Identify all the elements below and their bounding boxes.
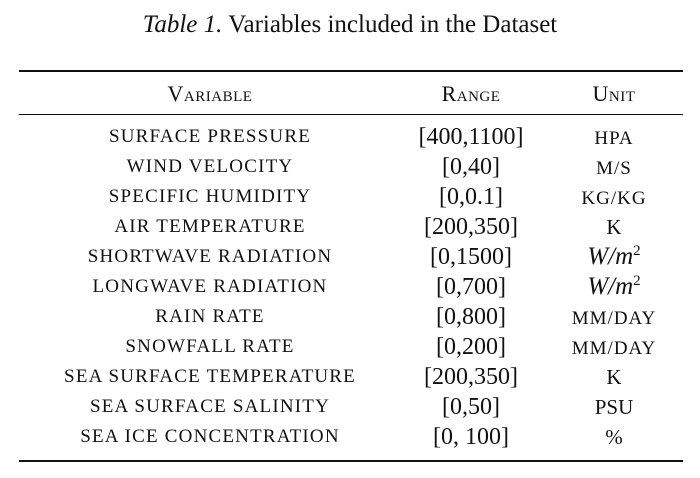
table-caption: Table 1. Variables included in the Datas… [0,10,700,40]
unit-cell: MM/DAY [556,302,672,334]
variable-cell: SPECIFIC HUMIDITY [108,186,312,207]
variable-cell: SHORTWAVE RADIATION [87,246,333,267]
column-header-unit: Unit [592,81,636,106]
range-cell: [0, 100] [433,424,509,450]
table-caption-text: Variables included in the Dataset [228,11,558,38]
unit-cell: W/m2 [556,272,672,302]
unit-exponent: 2 [633,273,641,289]
range-cell: [0,200] [436,334,506,360]
range-cell: [0,40] [442,154,500,180]
unit-text: MM/DAY [571,338,657,359]
unit-text: % [605,425,623,449]
variable-cell: SURFACE PRESSURE [108,126,312,147]
table-row: RAIN RATE [0,800] MM/DAY [0,302,700,332]
table-header-rule [19,114,683,115]
table-bottom-rule [19,460,683,462]
variable-cell: SEA ICE CONCENTRATION [80,426,340,447]
variable-cell: AIR TEMPERATURE [114,216,306,237]
variable-cell: LONGWAVE RADIATION [92,276,328,297]
unit-cell: K [556,362,672,392]
table-row: SPECIFIC HUMIDITY [0,0.1] KG/KG [0,182,700,212]
unit-cell: MM/DAY [556,332,672,364]
variable-cell: SEA SURFACE SALINITY [89,396,331,417]
unit-cell: HPA [556,122,672,154]
range-cell: [200,350] [424,214,518,240]
unit-cell: W/m2 [556,242,672,272]
unit-text: K [606,365,622,389]
table-row: AIR TEMPERATURE [200,350] K [0,212,700,242]
unit-cell: K [556,212,672,242]
range-cell: [400,1100] [418,124,524,150]
range-cell: [200,350] [424,364,518,390]
table-row: SEA ICE CONCENTRATION [0, 100]% [0,422,700,452]
unit-text: W/m2 [587,243,641,270]
unit-text: PSU [594,395,634,419]
table-caption-label: Table 1. [142,11,223,38]
unit-text: MM/DAY [571,308,657,329]
variable-cell: RAIN RATE [155,306,265,327]
unit-cell: KG/KG [556,182,672,214]
range-cell: [0,0.1] [439,184,503,210]
table-body: SURFACE PRESSURE [400,1100] HPA WIND VELOCI… [0,122,700,452]
column-header-variable: Variable [167,81,253,106]
unit-text: KG/KG [581,188,647,209]
table-row: SNOWFALL RATE [0,200] MM/DAY [0,332,700,362]
column-header-range: Range [441,81,501,106]
range-cell: [0,1500] [430,244,512,270]
table-row: SHORTWAVE RADIATION [0,1500] W/m2 [0,242,700,272]
table-row: SEA SURFACE TEMPERATURE [200,350] K [0,362,700,392]
unit-cell: PSU [556,392,672,422]
range-cell: [0,50] [442,394,500,420]
range-cell: [0,700] [436,274,506,300]
unit-exponent: 2 [633,243,641,259]
variable-cell: SEA SURFACE TEMPERATURE [64,366,356,387]
table-top-rule [19,70,683,72]
variable-cell: WIND VELOCITY [126,156,294,177]
table-row: LONGWAVE RADIATION [0,700] W/m2 [0,272,700,302]
unit-text: M/S [596,158,632,179]
unit-text: K [606,215,622,239]
unit-cell: M/S [556,152,672,184]
table-row: SEA SURFACE SALINITY [0,50] PSU [0,392,700,422]
table-row: SURFACE PRESSURE [400,1100] HPA [0,122,700,152]
unit-cell: % [556,422,672,452]
variable-cell: SNOWFALL RATE [125,336,295,357]
table-row: WIND VELOCITY [0,40] M/S [0,152,700,182]
unit-text: W/m2 [587,273,641,300]
range-cell: [0,800] [436,304,506,330]
unit-text: HPA [594,128,634,149]
